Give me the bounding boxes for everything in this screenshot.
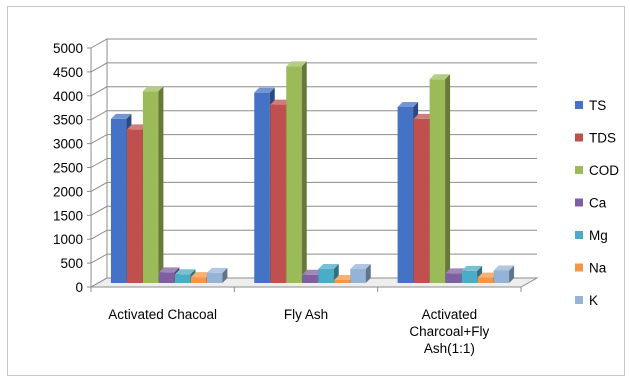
legend-item-ca: Ca: [575, 196, 607, 211]
legend-label: TDS: [589, 131, 616, 146]
bar-front: [302, 274, 318, 283]
y-tick-label: 2500: [53, 161, 83, 176]
bar-top: [461, 265, 483, 271]
bar-front: [270, 104, 286, 283]
bar-top: [350, 264, 371, 270]
y-tick-label: 5000: [53, 41, 83, 56]
bar-top: [334, 275, 355, 281]
bar-cod-3: [429, 74, 451, 283]
legend-label: K: [589, 293, 598, 308]
legend-item-mg: Mg: [575, 228, 608, 243]
legend-swatch: [575, 198, 583, 207]
legend-item-k: K: [575, 293, 598, 308]
legend-item-cod: COD: [575, 163, 619, 178]
bar-top: [429, 74, 451, 80]
bar-top: [174, 269, 196, 275]
bar-front: [493, 270, 510, 283]
y-axis-labels: 0 500 1000 1500 2000 2500 3000 3500 4000 4500 5000: [53, 41, 83, 295]
legend-swatch: [575, 296, 583, 304]
bars: [110, 61, 515, 284]
legend-swatch: [575, 101, 583, 109]
bar-front: [126, 129, 143, 283]
y-tick-label: 1000: [53, 232, 83, 247]
bar-top: [445, 268, 467, 274]
bar-top: [190, 272, 212, 278]
bar-cod-2: [286, 61, 307, 284]
legend-swatch: [575, 166, 583, 174]
bar-front: [413, 118, 430, 283]
bar-front: [286, 66, 302, 283]
bar-top: [318, 264, 339, 270]
bar-side: [365, 264, 371, 283]
bar-front: [318, 269, 334, 283]
bar-top: [286, 61, 307, 67]
legend-item-na: Na: [575, 261, 607, 276]
legend-label: Na: [589, 261, 607, 276]
y-tick-label: 1500: [53, 208, 83, 223]
bar-front: [190, 277, 207, 283]
bar-top: [126, 124, 148, 130]
legend-swatch: [575, 133, 583, 142]
bar-front: [445, 273, 462, 283]
x-category-label: Activated Charcoal+Fly Ash(1:1): [409, 307, 489, 356]
x-category-label: Fly Ash: [284, 307, 328, 322]
y-tick-label: 0: [75, 280, 83, 295]
bar-top: [142, 86, 164, 92]
bar-front: [158, 272, 175, 283]
bar-front: [477, 277, 494, 283]
x-category-label: Activated Chacoal: [108, 307, 217, 322]
x-axis-labels: Activated Chacoal Fly Ash Activated Charcoa…: [108, 307, 489, 356]
legend-item-tds: TDS: [575, 131, 616, 146]
bar-front: [334, 280, 350, 283]
bar-chart: Activated Chacoal Fly Ash Activated Charcoa…: [53, 38, 619, 356]
bar-k-1: [206, 267, 228, 283]
legend-item-ts: TS: [575, 98, 606, 113]
legend-label: Ca: [589, 196, 607, 211]
bar-k-2: [350, 264, 371, 283]
gridline: [90, 62, 537, 73]
bar-front: [350, 269, 366, 283]
y-tick-label: 3000: [53, 137, 83, 152]
bar-front: [206, 272, 223, 283]
bar-side: [445, 74, 451, 283]
bar-top: [110, 113, 132, 119]
legend: TS TDS COD Ca Mg Na K: [575, 98, 619, 308]
bar-front: [110, 118, 127, 283]
bar-k-3: [493, 265, 515, 283]
bar-front: [461, 270, 478, 283]
y-tick-label: 4500: [53, 65, 83, 80]
bar-side: [158, 86, 164, 283]
y-tick-label: 3500: [53, 113, 83, 128]
bar-top: [413, 113, 435, 119]
y-tick-label: 2000: [53, 184, 83, 199]
axes: [87, 39, 522, 292]
chart-frame: Activated Chacoal Fly Ash Activated Charcoa…: [7, 6, 625, 376]
bar-side: [509, 265, 515, 283]
legend-swatch: [575, 231, 583, 239]
bar-side: [301, 61, 307, 284]
bar-top: [158, 267, 180, 273]
bar-top: [493, 265, 515, 271]
bar-top: [302, 269, 323, 275]
bar-cod-1: [142, 86, 164, 283]
bar-top: [270, 99, 291, 105]
bar-side: [222, 267, 228, 283]
bar-front: [142, 91, 159, 283]
bar-top: [254, 87, 275, 93]
bar-top: [206, 267, 228, 273]
y-tick-label: 500: [60, 256, 83, 271]
bar-front: [397, 106, 414, 283]
bar-top: [397, 101, 419, 107]
bar-mg-2: [318, 264, 339, 283]
y-tick-label: 4000: [53, 89, 83, 104]
legend-swatch: [575, 263, 583, 272]
legend-label: TS: [589, 98, 606, 113]
gridline: [90, 38, 537, 49]
bar-top: [477, 272, 499, 278]
bar-front: [174, 274, 191, 283]
bar-front: [429, 79, 446, 283]
bar-front: [254, 92, 270, 283]
legend-label: COD: [589, 163, 619, 178]
legend-label: Mg: [589, 228, 608, 243]
